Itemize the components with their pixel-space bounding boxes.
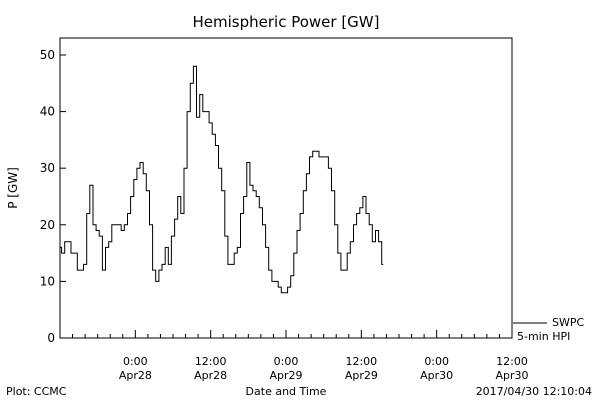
y-tick-label: 10 (40, 274, 55, 288)
footer-plot-credit: Plot: CCMC (6, 385, 67, 398)
x-tick-label-date: Apr29 (269, 369, 302, 382)
x-tick-label-date: Apr30 (420, 369, 453, 382)
y-tick-label: 20 (40, 218, 55, 232)
x-axis-label: Date and Time (246, 385, 327, 398)
series-line-swpc (60, 65, 384, 294)
y-axis: 0 10 20 30 40 50 (40, 48, 66, 345)
x-tick-label-date: Apr28 (194, 369, 227, 382)
footer-timestamp: 2017/04/30 12:10:04 (476, 385, 592, 398)
x-tick-label-time: 12:00 (195, 355, 227, 368)
y-axis-label: P [GW] (6, 167, 20, 209)
y-tick-label: 50 (40, 48, 55, 62)
legend: SWPC 5-min HPI (513, 316, 584, 343)
x-tick-label-time: 0:00 (424, 355, 449, 368)
x-tick-label-time: 12:00 (345, 355, 377, 368)
legend-hpi-label: 5-min HPI (517, 330, 570, 343)
y-tick-label: 40 (40, 105, 55, 119)
x-tick-label-time: 0:00 (123, 355, 148, 368)
x-axis: 0:00Apr2812:00Apr280:00Apr2912:00Apr290:… (72, 330, 529, 382)
x-tick-label-date: Apr29 (345, 369, 378, 382)
x-tick-label-date: Apr30 (495, 369, 528, 382)
x-tick-label-time: 0:00 (274, 355, 299, 368)
y-tick-label: 0 (47, 331, 55, 345)
x-tick-label-time: 12:00 (496, 355, 528, 368)
chart-title: Hemispheric Power [GW] (193, 13, 380, 31)
y-tick-label: 30 (40, 161, 55, 175)
x-tick-label-date: Apr28 (119, 369, 152, 382)
legend-swpc-label: SWPC (552, 316, 584, 329)
